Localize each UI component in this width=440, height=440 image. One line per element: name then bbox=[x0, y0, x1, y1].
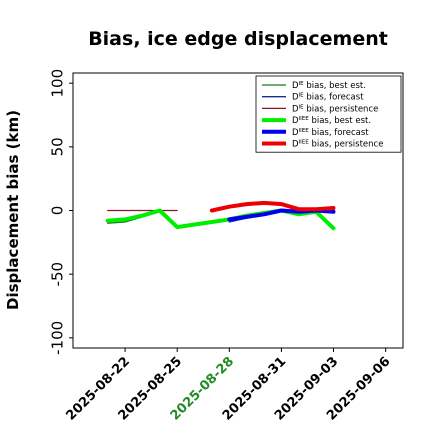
legend-entry: DIIEE bias, forecast bbox=[292, 128, 369, 138]
y-tick-label: 100 bbox=[49, 69, 67, 98]
y-tick-label: 50 bbox=[49, 137, 67, 156]
y-tick-label: -100 bbox=[49, 321, 67, 355]
legend-entry: DIE bias, best est. bbox=[292, 81, 366, 91]
series-line-4 bbox=[105, 208, 336, 231]
legend-entry: DIIEE bias, persistence bbox=[292, 140, 383, 150]
y-tick-label: 0 bbox=[49, 206, 67, 216]
series-line-6 bbox=[209, 200, 336, 213]
legend-entry: DIE bias, persistence bbox=[292, 104, 378, 114]
chart-title: Bias, ice edge displacement bbox=[88, 28, 388, 50]
legend-box bbox=[255, 75, 402, 153]
plot-series bbox=[105, 200, 336, 231]
x-ticks: 2025-08-222025-08-252025-08-282025-08-31… bbox=[64, 348, 393, 424]
legend-entry: DIE bias, forecast bbox=[292, 93, 364, 103]
y-ticks: 100 50 0 -50 -100 bbox=[49, 69, 73, 355]
y-tick-label: -50 bbox=[49, 262, 67, 287]
y-axis-label: Displacement bias (km) bbox=[4, 110, 22, 310]
legend-entry: DIIEE bias, best est. bbox=[292, 116, 371, 126]
legend: DIE bias, best est. DIE bias, forecastDIE… bbox=[255, 75, 402, 153]
